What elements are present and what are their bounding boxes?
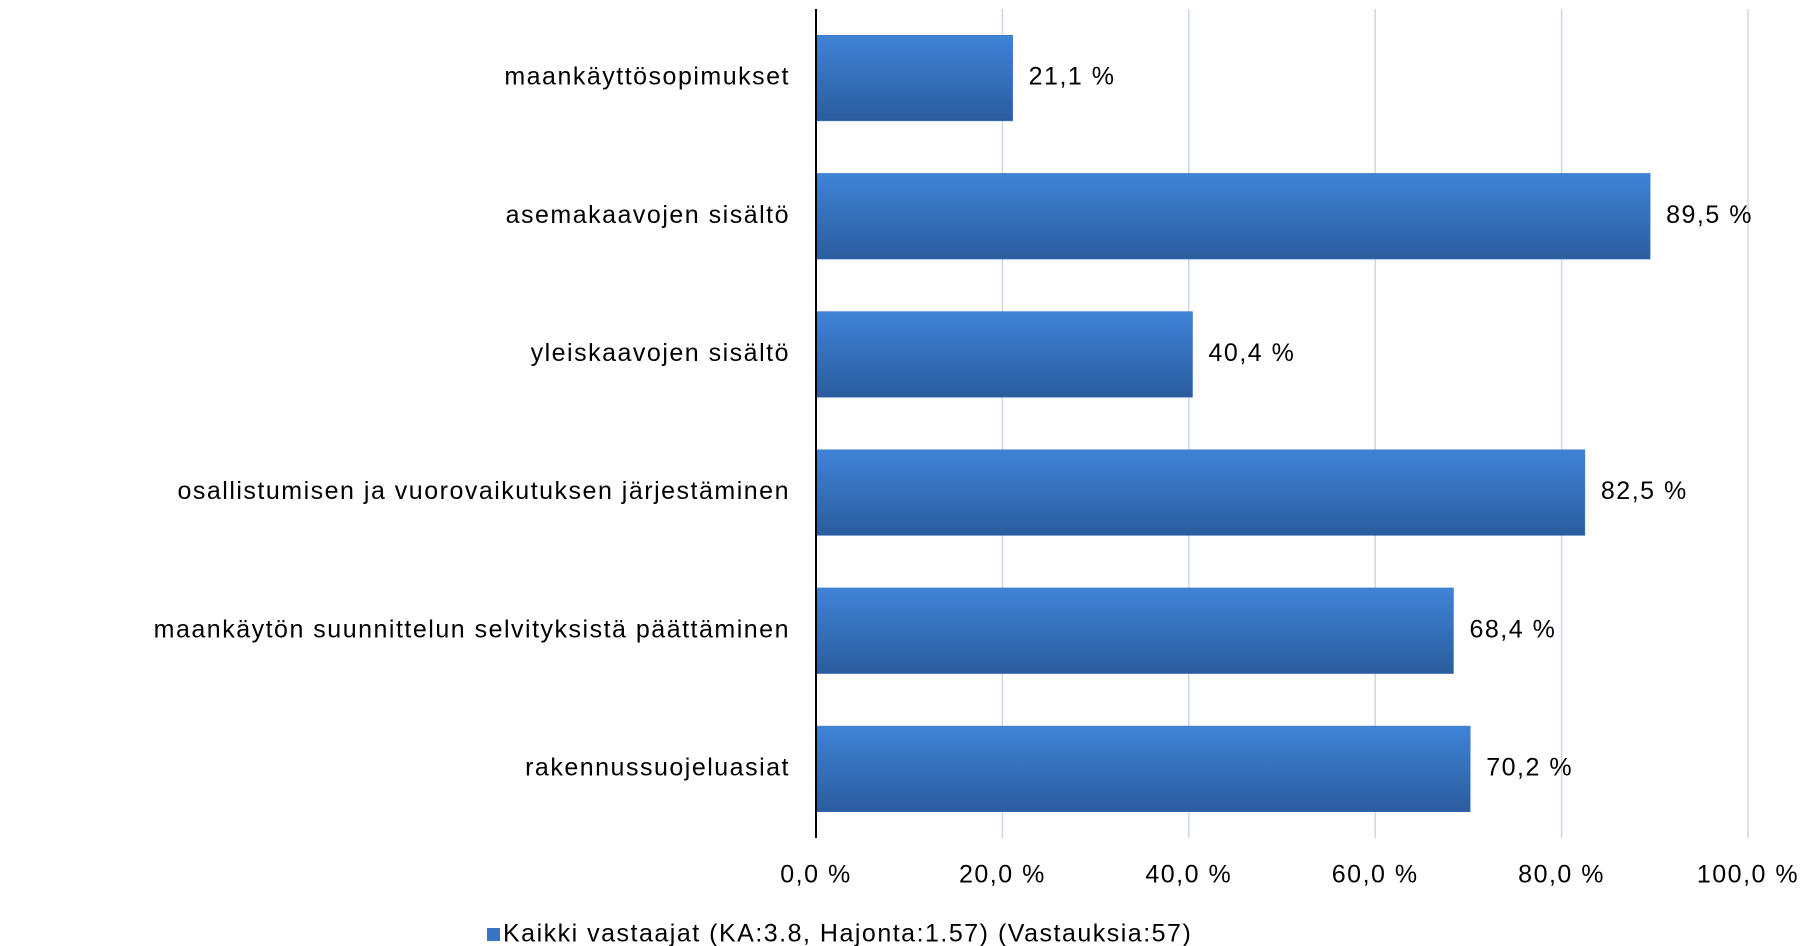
x-tick-label: 100,0 % [1697, 861, 1799, 889]
y-tick-label: rakennussuojeluasiat [525, 754, 790, 782]
data-label: 40,4 % [1209, 339, 1296, 367]
bar [815, 587, 1454, 674]
x-tick-label: 0,0 % [780, 861, 851, 889]
y-tick-label: maankäytön suunnittelun selvityksistä pä… [154, 615, 790, 643]
data-label: 68,4 % [1469, 615, 1556, 643]
data-label: 89,5 % [1666, 201, 1753, 229]
bar [815, 173, 1651, 260]
y-tick-label: yleiskaavojen sisältö [531, 339, 790, 367]
legend-swatch [487, 928, 500, 941]
x-tick-label: 60,0 % [1332, 861, 1419, 889]
bar [815, 449, 1586, 536]
data-label: 70,2 % [1486, 754, 1573, 782]
x-tick-label: 80,0 % [1518, 861, 1605, 889]
y-tick-label: asemakaavojen sisältö [506, 201, 790, 229]
bar [815, 725, 1471, 812]
data-label: 21,1 % [1029, 63, 1116, 91]
data-label: 82,5 % [1601, 477, 1688, 505]
bar [815, 35, 1013, 122]
x-tick-label: 20,0 % [959, 861, 1046, 889]
y-tick-label: maankäyttösopimukset [504, 63, 790, 91]
bar [815, 311, 1193, 398]
x-tick-label: 40,0 % [1145, 861, 1232, 889]
y-tick-label: osallistumisen ja vuorovaikutuksen järje… [177, 477, 790, 505]
legend-label: Kaikki vastaajat (KA:3.8, Hajonta:1.57) … [503, 920, 1192, 946]
